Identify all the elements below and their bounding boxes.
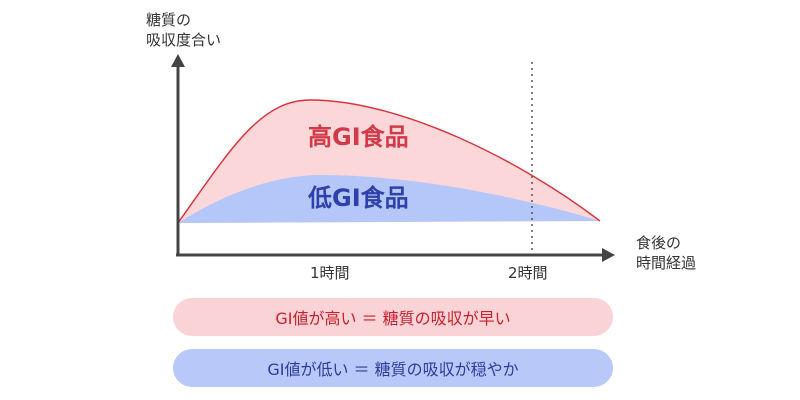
high-gi-curve — [177, 99, 601, 224]
x-tick-2-hours: 2時間 — [508, 264, 548, 282]
x-axis-label-line1: 食後の — [636, 234, 682, 252]
y-axis-arrow-icon — [171, 54, 185, 67]
x-axis-label-line2: 時間経過 — [636, 254, 697, 272]
high-gi-label: 高GI食品 — [308, 123, 409, 151]
y-axis-label-line2: 吸収度合い — [146, 31, 222, 49]
x-axis-label: 食後の 時間経過 — [636, 233, 696, 273]
low-gi-legend-pill: GI値が低い ＝ 糖質の吸収が穏やか — [173, 349, 613, 387]
y-axis-label: 糖質の 吸収度合い — [146, 10, 221, 50]
low-gi-label: 低GI食品 — [308, 184, 409, 212]
high-gi-legend-pill: GI値が高い ＝ 糖質の吸収が早い — [173, 298, 613, 336]
low-gi-area — [178, 175, 600, 223]
low-gi-legend-text: GI値が低い ＝ 糖質の吸収が穏やか — [267, 360, 519, 379]
high-gi-legend-text: GI値が高い ＝ 糖質の吸収が早い — [275, 309, 511, 328]
x-axis-arrow-icon — [602, 248, 615, 262]
x-tick-1-hour: 1時間 — [310, 264, 350, 282]
y-axis-label-line1: 糖質の — [146, 11, 192, 29]
